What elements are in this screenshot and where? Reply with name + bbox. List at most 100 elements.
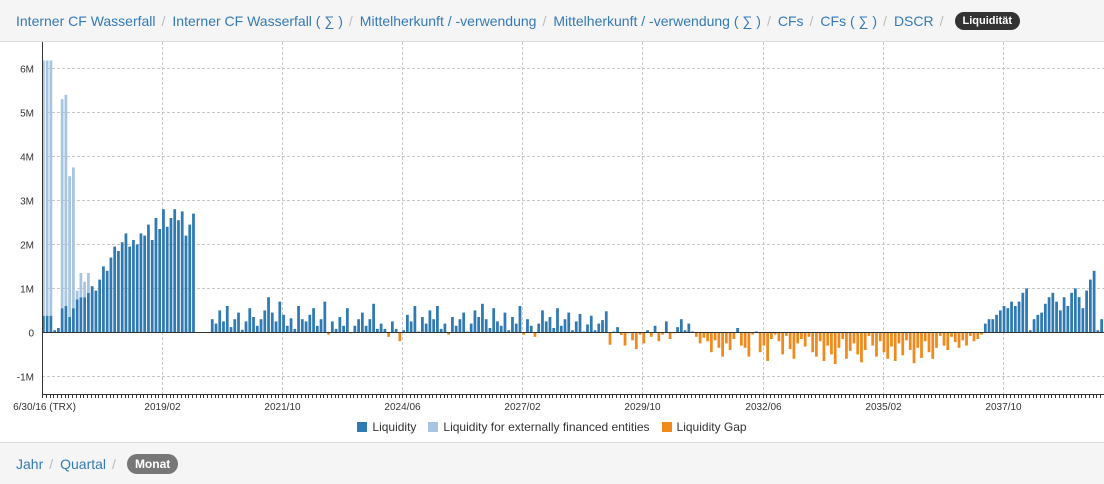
breadcrumb-link-0[interactable]: Interner CF Wasserfall [16,12,156,29]
liquidity-gap-bar [807,332,811,337]
liquidity-bar [372,303,375,333]
external-liquidity-bar [49,60,53,316]
liquidity-gap-bar [398,332,402,342]
liquidity-bar [165,226,169,333]
breadcrumb-active-pill[interactable]: Liquidität [954,11,1020,30]
legend-item[interactable]: Liquidity for externally financed entiti… [428,420,650,434]
liquidity-bar [128,246,132,333]
liquidity-gap-bar [935,332,938,348]
liquidity-gap-bar [818,332,822,342]
liquidity-bar [571,330,574,333]
liquidity-chart: 6M 5M 4M 3M 2M 1M 0 -1M 6/30/16 (TRX) 2019/02 2021… [13,42,1104,413]
liquidity-gap-bar [976,332,980,339]
breadcrumb-link-5[interactable]: CFs ( ∑ ) [820,12,878,29]
liquidity-bar [53,330,57,333]
liquidity-bar [357,319,360,333]
liquidity-bar [72,308,75,333]
external-liquidity-bar [72,167,75,309]
liquidity-bar [578,313,582,333]
liquidity-bar [64,306,68,333]
liquidity-gap-bar [796,332,800,344]
legend-item[interactable]: Liquidity [357,420,416,434]
liquidity-gap-bar [980,332,983,335]
liquidity-bar [1088,279,1092,333]
liquidity-bar [1092,270,1096,333]
liquidity-bar [402,330,406,333]
liquidity-bar [154,218,158,333]
x-tick-label: 2027/02 [504,402,541,413]
liquidity-gap-bar [766,332,770,361]
liquidity-gap-bar [923,332,927,342]
liquidity-gap-bar [638,332,642,335]
liquidity-bar [229,327,233,333]
chart-axes: 6M 5M 4M 3M 2M 1M 0 -1M 6/30/16 (TRX) 2019/02 2021… [13,42,1104,413]
liquidity-bar [83,297,87,333]
external-liquidity-bar [83,281,87,298]
liquidity-bar [1025,288,1028,333]
liquidity-bar [1047,297,1051,333]
liquidity-bar [439,328,443,333]
legend-label: Liquidity Gap [676,420,747,434]
liquidity-gap-bar [871,332,875,346]
liquidity-bar [225,306,229,333]
liquidity-bar [589,315,593,333]
liquidity-bar [244,321,248,333]
liquidity-gap-bar [631,332,634,341]
liquidity-gap-bar [815,332,818,357]
liquidity-bar [308,314,312,333]
liquidity-bar [421,317,424,333]
liquidity-gap-bar [657,332,661,342]
liquidity-bar [574,321,578,333]
liquidity-bar [383,328,387,333]
liquidity-bar [312,308,315,333]
liquidity-gap-bar [882,332,886,353]
liquidity-bar [691,331,694,333]
external-liquidity-bar [68,176,72,317]
legend-item[interactable]: Liquidity Gap [661,420,747,434]
liquidity-bar [117,251,120,333]
y-tick-label: -1M [17,373,34,384]
liquidity-gap-bar [878,332,882,342]
breadcrumb-link-4[interactable]: CFs [777,12,804,29]
liquidity-bar [150,240,154,333]
liquidity-bar [338,317,342,333]
liquidity-bar [406,314,409,333]
liquidity-bar [267,297,270,333]
y-tick-label: 3M [20,197,34,208]
liquidity-gap-bar [717,332,721,348]
breadcrumb-link-1[interactable]: Interner CF Wasserfall ( ∑ ) [172,12,343,29]
liquidity-bar [90,286,94,333]
liquidity-bar [237,312,240,333]
external-liquidity-bar [45,60,49,316]
liquidity-bar [1062,297,1066,333]
liquidity-bar [143,235,147,333]
breadcrumb-link-2[interactable]: Mittelherkunft / -verwendung [359,12,537,29]
liquidity-gap-bar [788,332,792,350]
legend-swatch [428,422,439,432]
liquidity-bar [1043,303,1047,333]
liquidity-bar [646,330,649,333]
liquidity-bar [454,325,458,333]
breadcrumb-link-6[interactable]: DSCR [893,12,934,29]
separator: / [939,12,944,29]
chart-grid [42,42,1104,394]
liquidity-bar [353,325,357,333]
liquidity-gap-bar [619,332,623,336]
liquidity-bar [162,209,165,333]
period-active-pill[interactable]: Monat [126,453,179,474]
liquidity-bar [293,328,297,333]
liquidity-bar [124,233,128,333]
liquidity-bar [552,328,556,333]
liquidity-bar [289,318,293,333]
liquidity-gap-bar [800,332,803,339]
period-link-1[interactable]: Quartal [60,455,107,472]
liquidity-gap-bar [728,332,732,350]
liquidity-gap-bar [642,332,646,344]
breadcrumb-link-3[interactable]: Mittelherkunft / -verwendung ( ∑ ) [553,12,761,29]
liquidity-gap-bar [822,332,826,361]
liquidity-bar [529,325,533,333]
liquidity-bar [676,327,679,333]
period-link-0[interactable]: Jahr [16,455,44,472]
liquidity-bar [304,321,308,333]
liquidity-bar [42,315,45,333]
